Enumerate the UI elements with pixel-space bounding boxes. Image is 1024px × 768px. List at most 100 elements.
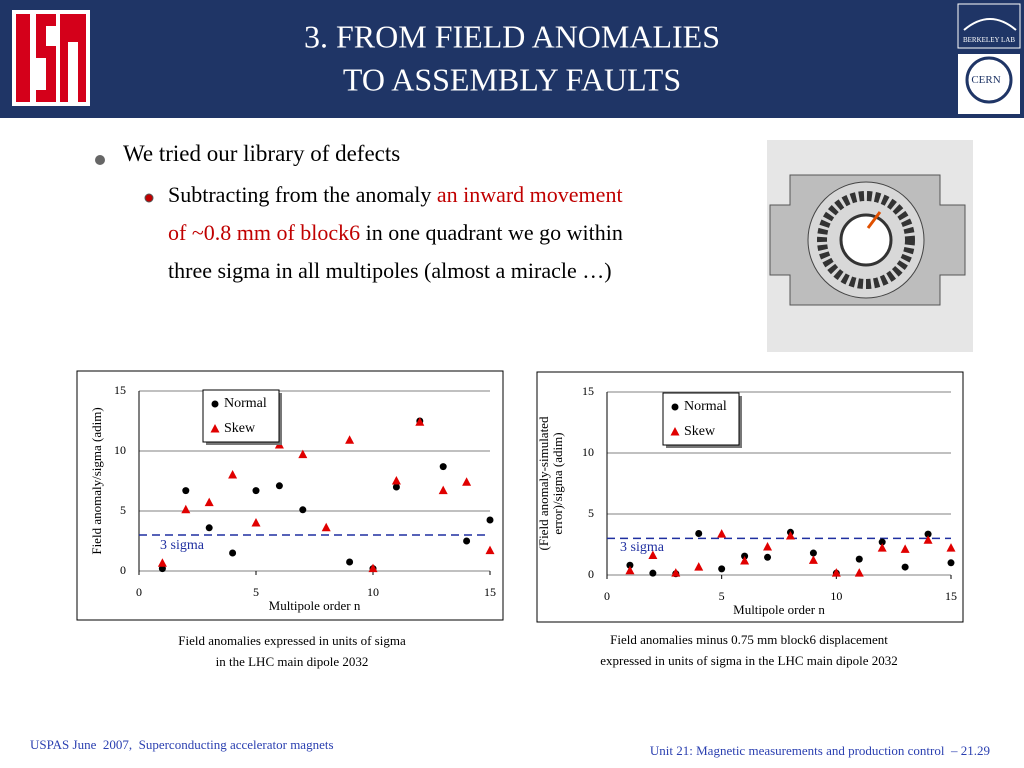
y-tick-label: 15 <box>582 384 594 398</box>
x-tick-label: 10 <box>830 589 842 603</box>
slide-title: 3. FROM FIELD ANOMALIES <box>304 18 720 54</box>
point <box>204 497 214 507</box>
legend-label: Skew <box>224 421 256 436</box>
point <box>345 435 355 444</box>
y-tick-label: 15 <box>114 383 126 397</box>
legend-marker <box>211 400 219 408</box>
y-tick-label: 10 <box>114 443 126 457</box>
point <box>252 487 260 495</box>
x-tick-label: 0 <box>136 585 142 599</box>
legend <box>662 392 740 446</box>
point <box>855 555 863 563</box>
point <box>486 516 494 524</box>
x-tick-label: 15 <box>484 585 496 599</box>
point <box>923 535 933 544</box>
bullet: We tried our library of defects <box>123 141 401 166</box>
chart-caption: Field anomalies expressed in units of si… <box>178 633 406 648</box>
point <box>947 559 955 567</box>
legend <box>202 389 280 443</box>
reference-label: 3 sigma <box>620 540 665 555</box>
logo-text: BERKELEY LAB <box>963 36 1015 44</box>
point <box>158 565 166 573</box>
bullet-icon <box>144 193 154 203</box>
logo-text: CERN <box>971 74 1000 86</box>
y-tick-label: 5 <box>588 506 594 520</box>
slide-title: TO ASSEMBLY FAULTS <box>343 61 681 97</box>
x-axis-label: Multipole order n <box>269 598 361 613</box>
point <box>157 558 167 567</box>
x-axis-label: Multipole order n <box>733 602 825 617</box>
x-tick-label: 5 <box>253 585 259 599</box>
point <box>740 555 750 565</box>
text: Subtracting from the anomaly <box>168 182 437 207</box>
point <box>649 569 657 577</box>
legend-label: Normal <box>224 396 267 411</box>
point <box>391 476 401 485</box>
point <box>181 504 191 514</box>
header-band <box>0 0 1024 118</box>
magnet-image <box>767 140 973 352</box>
chart-caption: expressed in units of sigma in the LHC m… <box>600 653 898 668</box>
point <box>462 477 472 486</box>
legend-marker <box>671 403 679 411</box>
point <box>439 463 447 471</box>
point <box>924 530 932 538</box>
point <box>392 483 400 491</box>
point <box>717 529 727 538</box>
legend-marker <box>670 427 680 436</box>
footer-right: Unit 21: Magnetic measurements and produ… <box>650 743 990 758</box>
point <box>485 545 495 555</box>
highlight: an inward movement of ~0.8 mm of block6 <box>168 182 623 245</box>
point <box>831 568 841 577</box>
y-axis-label: (Field anomaly-simulated <box>536 416 551 550</box>
legend-marker <box>210 424 220 433</box>
uspas-logo <box>12 10 90 106</box>
text: in one quadrant we go within three sigma… <box>168 220 623 283</box>
point <box>625 565 635 575</box>
point <box>718 565 726 573</box>
y-tick-label: 0 <box>120 563 126 577</box>
point <box>901 563 909 571</box>
legend-label: Skew <box>684 424 716 439</box>
legend-label: Normal <box>684 399 727 414</box>
point <box>298 449 308 459</box>
point <box>877 543 887 552</box>
point <box>438 485 448 495</box>
point <box>764 553 772 561</box>
point <box>229 549 237 557</box>
footer-left: USPAS June 2007, Superconducting acceler… <box>30 737 334 752</box>
point <box>878 538 886 546</box>
y-tick-label: 5 <box>120 503 126 517</box>
logo-arc <box>963 18 1017 31</box>
point <box>463 537 471 545</box>
point <box>251 518 261 527</box>
reference-label: 3 sigma <box>160 538 205 553</box>
point <box>321 522 331 532</box>
point <box>626 561 634 569</box>
x-tick-label: 5 <box>719 589 725 603</box>
chart-frame <box>536 371 964 623</box>
bullet-icon <box>95 155 105 165</box>
y-axis-label: error)/sigma (adim) <box>550 432 565 534</box>
chart-caption: in the LHC main dipole 2032 <box>216 654 369 669</box>
point <box>900 544 910 553</box>
point <box>182 487 190 495</box>
y-tick-label: 10 <box>582 445 594 459</box>
point <box>648 550 658 559</box>
x-tick-label: 15 <box>945 589 957 603</box>
point <box>346 558 354 566</box>
x-tick-label: 10 <box>367 585 379 599</box>
point <box>275 482 283 490</box>
point <box>808 555 818 564</box>
point <box>694 562 704 571</box>
y-tick-label: 0 <box>588 567 594 581</box>
point <box>205 524 213 532</box>
point <box>671 568 681 577</box>
point <box>763 541 773 551</box>
logo-ring <box>965 56 1013 104</box>
sub-bullet: Subtracting from the anomaly an inward m… <box>168 176 643 290</box>
y-axis-label: Field anomaly/sigma (adim) <box>89 407 104 554</box>
x-tick-label: 0 <box>604 589 610 603</box>
